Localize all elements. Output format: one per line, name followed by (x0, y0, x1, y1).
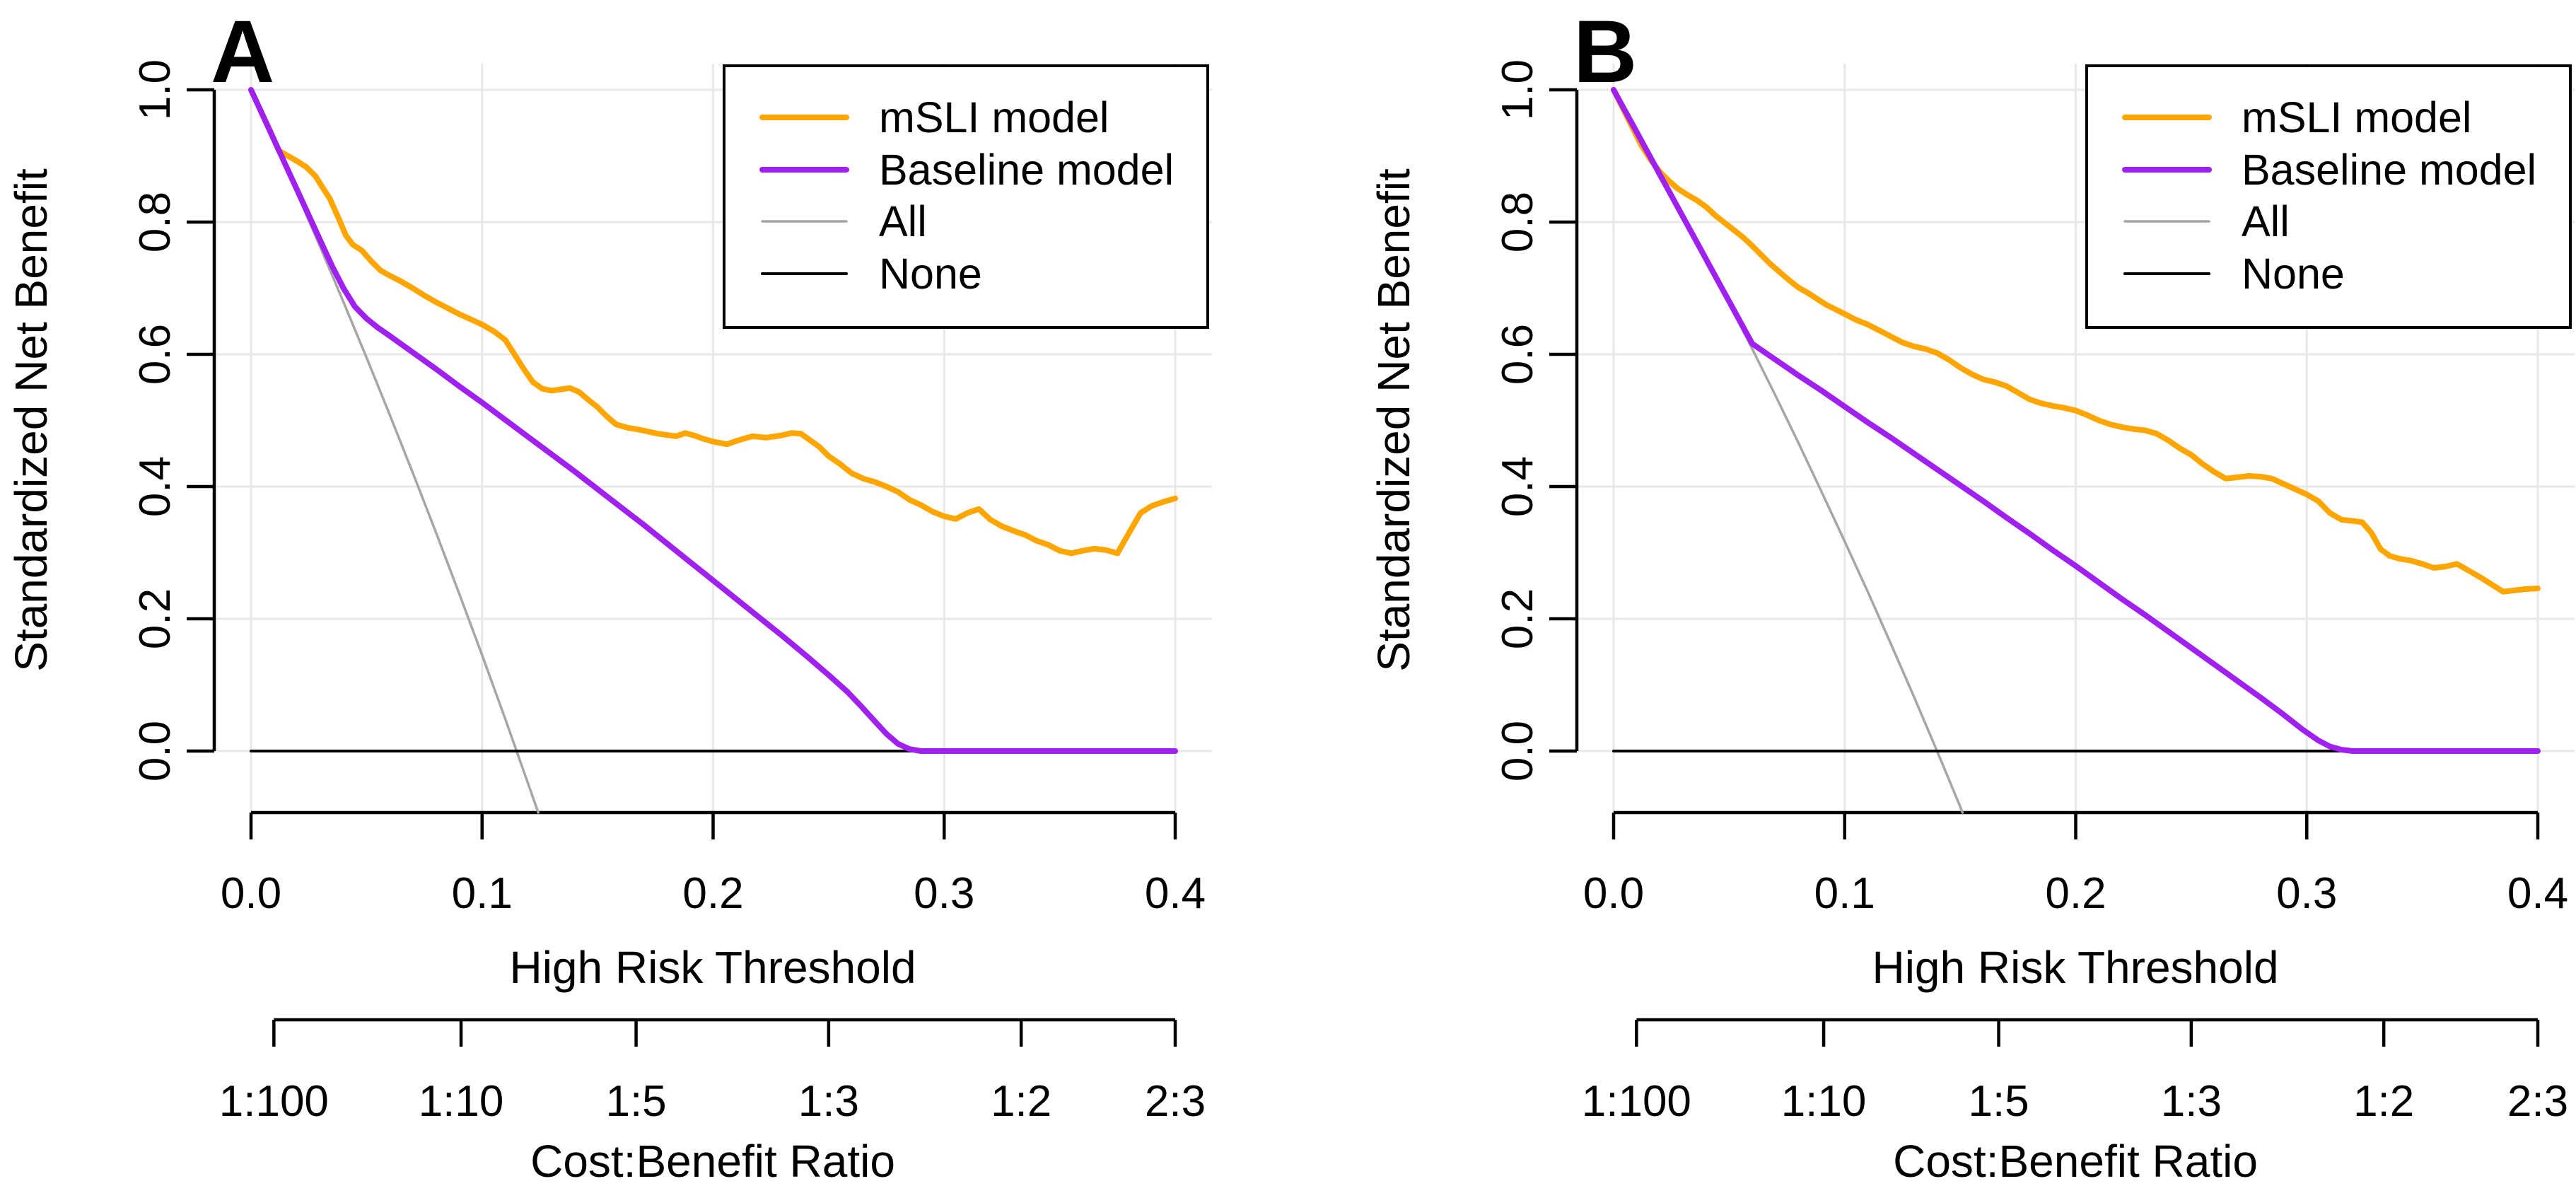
legend-label: All (879, 197, 927, 245)
y-tick-label: 0.6 (1493, 324, 1542, 385)
series-line-baseline-model (1611, 87, 2541, 754)
cost-benefit-tick-label: 1:100 (1582, 1077, 1691, 1126)
legend-label: None (879, 250, 982, 298)
x-tick-label: 0.0 (1583, 869, 1644, 918)
panel-a-y-axis-title: Standardized Net Benefit (6, 168, 57, 672)
y-tick-label: 0.2 (131, 588, 180, 649)
legend-label: All (2242, 197, 2290, 245)
cost-benefit-tick-label: 2:3 (2507, 1077, 2568, 1126)
x-tick-label: 0.4 (2507, 869, 2568, 918)
y-tick-label: 0.8 (1493, 192, 1542, 252)
cost-benefit-tick-label: 2:3 (1145, 1077, 1206, 1126)
legend-label: None (2242, 250, 2345, 298)
cost-benefit-tick-label: 1:5 (1968, 1077, 2029, 1126)
x-tick-label: 0.4 (1145, 869, 1206, 918)
y-tick-label: 1.0 (1493, 59, 1542, 120)
cost-benefit-tick-label: 1:2 (2353, 1077, 2414, 1126)
cost-benefit-tick-label: 1:3 (798, 1077, 859, 1126)
panel-a-cost-benefit-axis-title: Cost:Benefit Ratio (530, 1136, 895, 1187)
panel-a: 0.0 0.2 0.4 0.6 0.8 1.0 0.0 0.1 0.2 0.3 0.4 1:100 1:… (131, 59, 1212, 1126)
series-line-msli-model (248, 87, 1178, 557)
series-line-msli-model (1611, 87, 2541, 595)
y-tick-label: 0.0 (1493, 721, 1542, 781)
x-tick-label: 0.2 (682, 869, 743, 918)
x-tick-label: 0.1 (1814, 869, 1875, 918)
panel-b-x-axis-title: High Risk Threshold (1872, 942, 2278, 993)
legend-label: mSLI model (2242, 93, 2471, 141)
cost-benefit-tick-label: 1:5 (605, 1077, 666, 1126)
panel-a-static: A Standardized Net Benefit High Risk Thr… (6, 3, 916, 1187)
y-tick-label: 0.6 (131, 324, 180, 385)
legend-label: Baseline model (2242, 146, 2536, 194)
x-tick-label: 0.2 (2045, 869, 2106, 918)
y-tick-label: 0.4 (131, 456, 180, 517)
chart-render-root: 0.0 0.2 0.4 0.6 0.8 1.0 0.0 0.1 0.2 0.3 0.4 1:100 1:… (131, 59, 2575, 1126)
legend-label: Baseline model (879, 146, 1174, 194)
cost-benefit-tick-label: 1:2 (991, 1077, 1051, 1126)
legend-box (723, 64, 1209, 329)
y-tick-label: 0.4 (1493, 456, 1542, 517)
x-tick-label: 0.1 (452, 869, 513, 918)
panel-b-y-axis-title: Standardized Net Benefit (1368, 168, 1419, 672)
x-tick-label: 0.3 (914, 869, 974, 918)
cost-benefit-tick-label: 1:10 (419, 1077, 504, 1126)
series-line-all (250, 88, 540, 814)
panel-a-x-axis-title: High Risk Threshold (509, 942, 916, 993)
panel-b-cost-benefit-axis-title: Cost:Benefit Ratio (1893, 1136, 2258, 1187)
y-tick-label: 1.0 (131, 59, 180, 120)
y-tick-label: 0.0 (131, 721, 180, 781)
legend-box (2085, 64, 2572, 329)
cost-benefit-tick-label: 1:10 (1781, 1077, 1867, 1126)
legend-label: mSLI model (879, 93, 1109, 141)
panel-b: 0.0 0.2 0.4 0.6 0.8 1.0 0.0 0.1 0.2 0.3 0.4 1:100 1:… (1493, 59, 2575, 1126)
cost-benefit-tick-label: 1:3 (2161, 1077, 2222, 1126)
y-tick-label: 0.2 (1493, 588, 1542, 649)
x-tick-label: 0.3 (2276, 869, 2337, 918)
panel-b-letter: B (1573, 3, 1637, 101)
panel-a-letter: A (211, 3, 274, 101)
cost-benefit-tick-label: 1:100 (219, 1077, 329, 1126)
y-tick-label: 0.8 (131, 192, 180, 252)
panel-b-static: B Standardized Net Benefit High Risk Thr… (1368, 3, 2279, 1187)
x-tick-label: 0.0 (221, 869, 281, 918)
series-line-baseline-model (248, 87, 1178, 754)
